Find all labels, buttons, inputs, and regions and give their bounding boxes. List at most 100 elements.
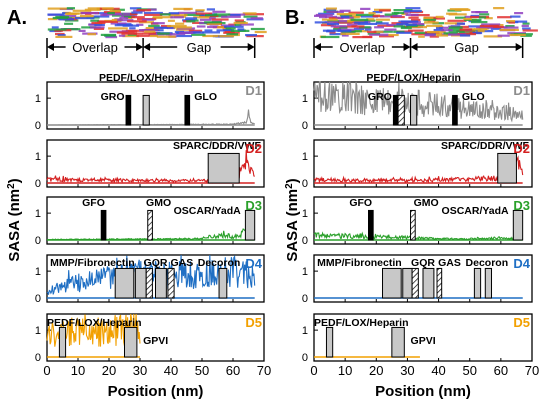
microfibril-strand bbox=[65, 12, 78, 15]
microfibril-strand bbox=[424, 21, 439, 24]
microfibril-strand bbox=[369, 33, 389, 36]
microfibril-strand bbox=[430, 17, 445, 20]
microfibril-strand bbox=[423, 18, 437, 21]
microfibril-strand bbox=[148, 24, 160, 27]
microfibril-strand bbox=[211, 18, 229, 21]
site-label: GQR bbox=[144, 257, 168, 269]
microfibril-strand bbox=[52, 16, 69, 20]
microfibril-strand bbox=[102, 7, 114, 10]
microfibril-strand bbox=[520, 34, 532, 37]
y-tick-label: 1 bbox=[302, 151, 308, 163]
site-box-gray bbox=[218, 267, 228, 299]
microfibril-strand bbox=[104, 34, 117, 37]
row-name: D3 bbox=[513, 198, 530, 213]
microfibril-strand bbox=[245, 34, 257, 37]
microfibril-strand bbox=[220, 24, 234, 27]
microfibril-strand bbox=[443, 32, 458, 35]
microfibril-strand bbox=[403, 11, 411, 14]
microfibril-strand bbox=[233, 21, 248, 25]
microfibril-strand bbox=[226, 33, 238, 36]
microfibril-strand bbox=[372, 11, 383, 14]
y-tick-label: 1 bbox=[35, 208, 41, 220]
microfibril-strand bbox=[186, 20, 196, 23]
microfibril-strand bbox=[522, 22, 530, 25]
microfibril-strand bbox=[204, 21, 222, 24]
microfibril-strand bbox=[457, 33, 476, 36]
site-box-gray bbox=[497, 152, 517, 184]
microfibril-strand bbox=[379, 35, 394, 38]
microfibril-strand bbox=[339, 9, 351, 12]
microfibril-strand bbox=[90, 19, 100, 22]
microfibril-strand bbox=[102, 13, 123, 16]
microfibril-strand bbox=[98, 20, 118, 23]
microfibril-strand bbox=[55, 32, 65, 36]
microfibril-strand bbox=[436, 27, 443, 30]
site-box-black bbox=[184, 94, 191, 126]
site-box-hatched bbox=[411, 267, 419, 299]
site-box-gray bbox=[410, 94, 418, 126]
microfibril-strand bbox=[80, 11, 99, 15]
site-label: GRO bbox=[101, 91, 125, 103]
x-tick-label: 0 bbox=[310, 363, 317, 378]
microfibril-strand bbox=[250, 27, 265, 31]
microfibril-strand bbox=[405, 7, 421, 10]
microfibril-strand bbox=[497, 34, 510, 37]
site-box-black bbox=[392, 94, 399, 126]
row-name: D5 bbox=[245, 315, 262, 330]
microfibril-strand bbox=[384, 13, 398, 16]
microfibril-strand bbox=[64, 22, 74, 25]
microfibril-strand bbox=[359, 26, 371, 29]
microfibril-strand bbox=[321, 18, 338, 21]
microfibril-strand bbox=[360, 15, 378, 18]
microfibril-strand bbox=[87, 33, 96, 36]
microfibril-strand bbox=[204, 29, 213, 32]
site-label: GMO bbox=[146, 197, 171, 209]
microfibril-strand bbox=[159, 13, 171, 16]
microfibril-strand bbox=[408, 26, 427, 29]
site-label: MMP/Fibronectin bbox=[50, 257, 135, 269]
site-box-gray bbox=[58, 326, 67, 358]
microfibril-strand bbox=[483, 35, 503, 38]
microfibril-strand bbox=[338, 20, 348, 23]
microfibril-strand bbox=[464, 18, 482, 21]
site-label: GQR bbox=[411, 257, 435, 269]
microfibril-strand bbox=[324, 15, 337, 18]
site-label: GLO bbox=[194, 91, 217, 103]
microfibril-strand bbox=[362, 35, 373, 38]
microfibril-strand bbox=[394, 11, 405, 15]
microfibril-strand bbox=[418, 35, 425, 38]
microfibril-strand bbox=[119, 16, 129, 20]
y-tick-label: 1 bbox=[35, 266, 41, 278]
site-box-hatched bbox=[145, 267, 153, 299]
microfibril-strand bbox=[234, 19, 244, 22]
microfibril-strand bbox=[326, 7, 337, 10]
microfibril-strand bbox=[350, 18, 369, 21]
site-label: PEDF/LOX/Heparin bbox=[47, 317, 142, 329]
site-box-hatched bbox=[410, 209, 416, 241]
microfibril-strand bbox=[223, 31, 235, 34]
row-name: D2 bbox=[245, 141, 262, 156]
microfibril-strand bbox=[473, 28, 488, 31]
microfibril-strand bbox=[230, 29, 250, 32]
microfibril-strand bbox=[393, 9, 413, 12]
y-tick-label: 0 bbox=[302, 235, 308, 247]
microfibril-strand bbox=[237, 28, 245, 31]
microfibril-strand bbox=[123, 15, 135, 18]
site-box-gray bbox=[142, 94, 150, 126]
microfibril-strand bbox=[207, 22, 222, 25]
sasa-trace bbox=[313, 80, 524, 123]
microfibril-strand bbox=[242, 12, 257, 15]
microfibril-strand bbox=[459, 34, 471, 37]
microfibril-strand bbox=[153, 26, 168, 29]
microfibril-strand bbox=[78, 29, 86, 32]
microfibril-strand bbox=[209, 17, 216, 20]
microfibril-strand bbox=[254, 30, 267, 34]
microfibril-strand bbox=[90, 26, 101, 29]
y-tick-label: 0 bbox=[302, 178, 308, 190]
row-frame bbox=[46, 81, 265, 130]
y-tick-label: 1 bbox=[302, 266, 308, 278]
site-box-gray bbox=[124, 326, 138, 358]
row-frame bbox=[313, 196, 533, 245]
microfibril-strand bbox=[139, 29, 158, 32]
